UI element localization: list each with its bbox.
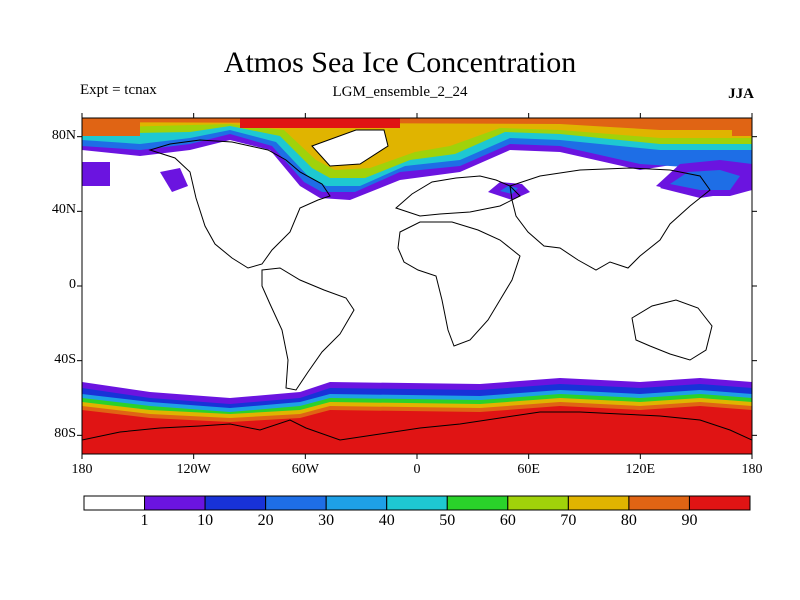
ice-contour-north-5 (82, 118, 752, 170)
colorbar-swatch (567, 495, 630, 511)
lon-tick-label: 120W (176, 462, 211, 477)
colorbar-label: 1 (140, 512, 149, 529)
lon-tick-label: 180 (71, 462, 93, 477)
colorbar-label: 60 (499, 512, 516, 529)
lat-tick-label: 0 (69, 277, 76, 292)
coast-africa (397, 221, 521, 347)
colorbar-label: 40 (378, 512, 395, 529)
colorbar-label: 10 (197, 512, 214, 529)
experiment-label: Expt = tcnax (80, 82, 157, 98)
lat-tick-label: 40S (54, 351, 76, 367)
lon-tick-label: 120E (625, 462, 656, 477)
axis-ticks (77, 113, 757, 459)
colorbar-label: 20 (257, 512, 274, 529)
coast-antarctica (82, 411, 752, 441)
lon-tick-label: 60E (517, 462, 540, 477)
lat-tick-label: 80N (51, 127, 76, 143)
ice-okhotsk-inner (670, 170, 740, 190)
colorbar-swatch (325, 495, 388, 511)
dataset-label: LGM_ensemble_2_24 (332, 84, 468, 100)
colorbar-swatch (507, 495, 569, 511)
colorbar-swatch (386, 495, 448, 511)
coastlines (82, 129, 752, 441)
colorbar-swatch (83, 495, 146, 511)
ice-contour-south-7 (82, 406, 752, 454)
colorbar (83, 495, 751, 511)
colorbar-swatch (688, 495, 751, 511)
colorbar-swatch (265, 495, 327, 511)
ice-bering (160, 168, 188, 192)
ice-caspian-inner (500, 186, 518, 194)
colorbar-swatch (628, 495, 690, 511)
lat-tick-label: 40N (51, 202, 76, 218)
colorbar-swatch (144, 495, 206, 511)
season-label: JJA (728, 86, 754, 102)
plot-title: Atmos Sea Ice Concentration (223, 46, 577, 79)
coast-greenland (311, 129, 389, 167)
colorbar-label: 80 (620, 512, 637, 529)
lon-tick-label: 0 (413, 462, 421, 477)
colorbar-label: 50 (439, 512, 456, 529)
colorbar-swatch (204, 495, 267, 511)
colorbar-label: 90 (681, 512, 698, 529)
coast-south-america (261, 267, 355, 391)
coast-asia (509, 167, 711, 271)
ice-north-pacific (82, 162, 110, 186)
colorbar-label: 30 (318, 512, 335, 529)
coast-australia (631, 299, 713, 361)
lon-tick-label: 180 (741, 462, 763, 477)
lon-tick-label: 60W (291, 462, 319, 477)
colorbar-swatch (446, 495, 509, 511)
ice-field (82, 118, 752, 454)
coast-north-america (148, 139, 331, 269)
colorbar-label: 70 (560, 512, 577, 529)
greenland-ice-free (312, 130, 388, 166)
lat-tick-label: 80S (54, 426, 76, 442)
ice-contour-north-7 (240, 118, 400, 128)
